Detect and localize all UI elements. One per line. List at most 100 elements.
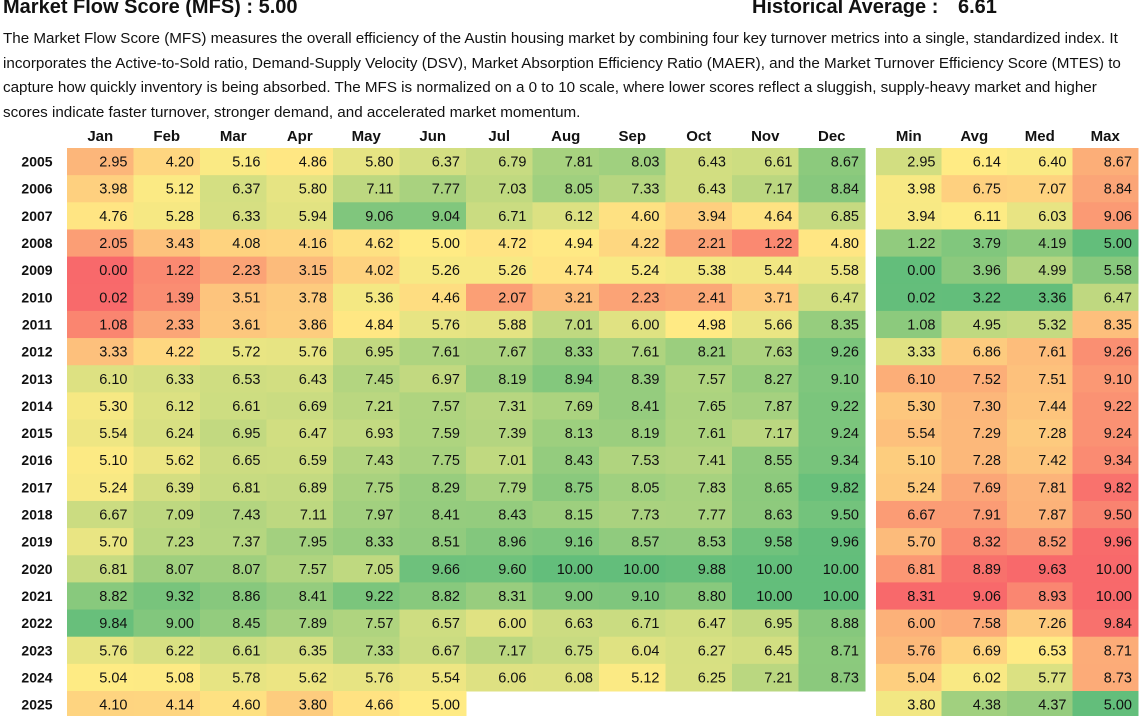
cell-value: 4.94 xyxy=(565,236,593,252)
cell-value: 1.22 xyxy=(166,263,194,279)
heatmap-cell xyxy=(266,528,334,556)
cell-value: 4.80 xyxy=(831,236,859,252)
stat-cell xyxy=(1072,663,1139,692)
cell-value: 9.96 xyxy=(831,535,859,551)
stat-cell xyxy=(876,446,942,475)
cell-value: 5.70 xyxy=(99,535,127,551)
stat-cell xyxy=(1007,229,1073,258)
heatmap-cell xyxy=(200,338,267,366)
heatmap-cell xyxy=(466,148,533,176)
heatmap-cell xyxy=(200,310,267,339)
heatmap-cell xyxy=(665,582,733,611)
cell-value: 6.61 xyxy=(232,399,260,415)
year-label-2009: 2009 xyxy=(21,262,52,278)
stat-value: 8.35 xyxy=(1104,317,1132,333)
heatmap-cell xyxy=(399,446,467,475)
stat-cell xyxy=(876,473,942,502)
cell-value: 1.08 xyxy=(99,317,127,333)
year-label-2018: 2018 xyxy=(21,507,52,523)
cell-value: 7.57 xyxy=(698,372,726,388)
cell-value: 7.17 xyxy=(764,182,792,198)
heatmap-cell xyxy=(200,609,267,638)
cell-value: 7.11 xyxy=(300,508,327,524)
heatmap-cell xyxy=(333,500,400,529)
stat-value: 5.00 xyxy=(1104,698,1132,714)
heatmap-cell xyxy=(599,446,666,475)
stat-value: 6.11 xyxy=(974,209,1001,225)
cell-value: 9.66 xyxy=(432,562,460,578)
year-label-2014: 2014 xyxy=(21,398,52,414)
stat-cell xyxy=(1072,283,1139,312)
stat-value: 7.28 xyxy=(1038,426,1066,442)
heatmap-cell xyxy=(333,256,400,285)
heatmap-cell xyxy=(67,473,134,502)
cell-value: 5.58 xyxy=(831,263,859,279)
stat-cell xyxy=(876,202,942,230)
stat-value: 10.00 xyxy=(1096,589,1132,605)
heatmap-cell xyxy=(665,202,733,230)
heatmap-cell xyxy=(333,338,400,366)
cell-value: 6.59 xyxy=(299,453,327,469)
heatmap-cell xyxy=(466,229,533,258)
heatmap-cell xyxy=(599,609,666,638)
cell-value: 0.02 xyxy=(99,290,127,306)
heatmap-cell xyxy=(665,310,733,339)
heatmap-cell xyxy=(732,636,799,665)
heatmap-cell xyxy=(732,609,799,638)
stat-value: 9.34 xyxy=(1104,453,1132,469)
cell-value: 6.22 xyxy=(166,643,194,659)
cell-value: 3.86 xyxy=(299,317,327,333)
heatmap-cell xyxy=(266,256,334,285)
heatmap-cell xyxy=(732,148,799,176)
cell-value: 5.24 xyxy=(631,263,659,279)
stat-value: 3.36 xyxy=(1038,290,1066,306)
heatmap-cell xyxy=(399,609,467,638)
stat-value: 5.24 xyxy=(907,480,935,496)
cell-value: 8.43 xyxy=(565,453,593,469)
heatmap-cell xyxy=(67,283,134,312)
cell-value: 6.53 xyxy=(232,372,260,388)
cell-value: 8.80 xyxy=(698,589,726,605)
stat-value: 3.94 xyxy=(907,209,935,225)
stat-value: 3.33 xyxy=(907,345,935,361)
cell-value: 4.02 xyxy=(365,263,393,279)
cell-value: 8.41 xyxy=(432,508,460,524)
heatmap-cell xyxy=(599,202,666,230)
cell-value: 6.00 xyxy=(498,616,526,632)
cell-value: 7.01 xyxy=(565,317,593,333)
cell-value: 4.60 xyxy=(232,698,260,714)
heatmap-cell xyxy=(266,500,334,529)
cell-value: 3.51 xyxy=(232,290,260,306)
cell-value: 7.81 xyxy=(565,155,593,171)
stat-value: 7.52 xyxy=(973,372,1001,388)
stat-cell xyxy=(1007,446,1073,475)
cell-value: 8.73 xyxy=(831,670,859,686)
heatmap-cell xyxy=(466,582,533,611)
cell-value: 6.79 xyxy=(498,155,526,171)
stat-value: 7.87 xyxy=(1038,508,1066,524)
year-label-2010: 2010 xyxy=(21,289,52,305)
heatmap-cell xyxy=(532,500,600,529)
stat-cell xyxy=(876,148,942,176)
heatmap-cell xyxy=(466,256,533,285)
heatmap-cell xyxy=(798,392,866,420)
cell-value: 6.33 xyxy=(166,372,194,388)
cell-value: 7.57 xyxy=(432,399,460,415)
heatmap-cell xyxy=(665,283,733,312)
heatmap-cell xyxy=(266,446,334,475)
stat-cell xyxy=(1072,419,1139,448)
month-header-dec: Dec xyxy=(818,128,846,145)
heatmap-cell xyxy=(665,609,733,638)
heatmap-cell xyxy=(200,202,267,230)
heatmap-cell xyxy=(266,310,334,339)
stat-value: 9.26 xyxy=(1104,345,1132,361)
heatmap-cell xyxy=(200,256,267,285)
heatmap-cell xyxy=(399,310,467,339)
heatmap-cell xyxy=(599,528,666,556)
stat-cell xyxy=(876,392,942,420)
cell-value: 9.26 xyxy=(831,345,859,361)
heatmap-cell xyxy=(399,229,467,258)
heatmap-cell xyxy=(266,663,334,692)
heatmap-cell xyxy=(466,446,533,475)
heatmap-cell xyxy=(333,663,400,692)
